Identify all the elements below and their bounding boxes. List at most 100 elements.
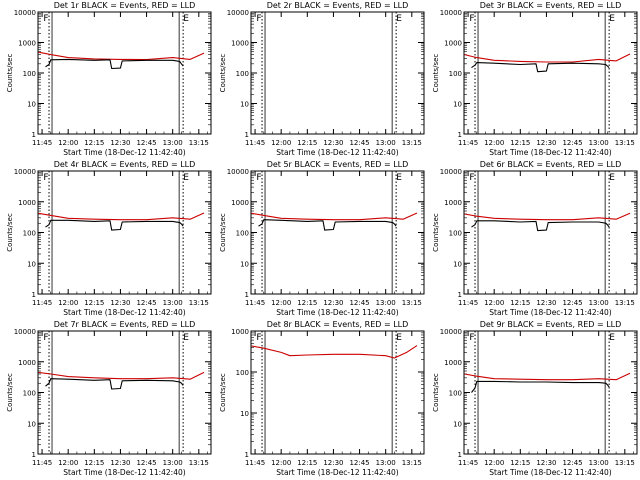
lld-series-line xyxy=(464,53,631,63)
x-tick-label: 13:00 xyxy=(163,459,183,467)
panel-7: Det 7r BLACK = Events, RED = LLD 1 10 100 10… xyxy=(6,320,212,477)
x-tick-label: 12:45 xyxy=(349,299,369,307)
panel-title: Det 1r BLACK = Events, RED = LLD xyxy=(54,1,196,10)
x-tick-label: 12:30 xyxy=(323,139,343,147)
x-tick-label: 12:00 xyxy=(58,299,78,307)
x-tick-label: 13:00 xyxy=(589,139,609,147)
y-tick-label: 100 xyxy=(23,230,36,238)
panel-title: Det 3r BLACK = Events, RED = LLD xyxy=(480,1,622,10)
panel-1: Det 1r BLACK = Events, RED = LLD 1 10 100 10… xyxy=(6,1,212,157)
events-series-line xyxy=(45,219,184,231)
x-tick-label: 11:45 xyxy=(458,299,478,307)
y-tick-label: 100 xyxy=(23,70,36,78)
marker-label: E xyxy=(609,333,615,343)
x-tick-label: 12:15 xyxy=(510,299,530,307)
y-tick-label: 1 xyxy=(245,451,249,459)
x-tick-label: 12:00 xyxy=(484,299,504,307)
x-tick-label: 12:15 xyxy=(297,299,317,307)
panel-8: Det 8r BLACK = Events, RED = LLD 1 10 100 10… xyxy=(219,320,425,477)
x-axis-label: Start Time (18-Dec-12 11:42:40) xyxy=(489,308,611,317)
x-tick-label: 11:45 xyxy=(245,139,265,147)
x-tick-label: 12:30 xyxy=(323,299,343,307)
x-tick-label: 13:15 xyxy=(402,459,422,467)
panel-3: Det 3r BLACK = Events, RED = LLD 1 10 100 10… xyxy=(432,1,638,157)
marker-label: E xyxy=(183,173,189,183)
y-tick-label: 1000 xyxy=(231,40,249,48)
panel-6: Det 6r BLACK = Events, RED = LLD 1 10 100 10… xyxy=(432,160,638,317)
y-tick-label: 100 xyxy=(449,70,462,78)
x-tick-label: 12:45 xyxy=(349,139,369,147)
x-tick-label: 13:00 xyxy=(163,299,183,307)
x-tick-label: 13:15 xyxy=(189,139,209,147)
y-tick-label: 10000 xyxy=(14,9,36,17)
y-tick-label: 1 xyxy=(458,291,462,299)
y-axis-label: Counts/sec xyxy=(219,373,227,412)
y-tick-label: 1000 xyxy=(444,40,462,48)
x-tick-label: 12:15 xyxy=(297,139,317,147)
y-tick-label: 1000 xyxy=(444,199,462,207)
x-tick-label: 13:00 xyxy=(589,299,609,307)
lld-series-line xyxy=(38,51,205,61)
lld-series-line xyxy=(464,212,631,221)
x-tick-label: 11:45 xyxy=(245,459,265,467)
marker-label: F xyxy=(469,14,474,24)
lld-series-line xyxy=(38,371,205,380)
x-axis-label: Start Time (18-Dec-12 11:42:40) xyxy=(63,148,185,157)
lld-series-line xyxy=(38,212,205,221)
marker-label: E xyxy=(396,173,402,183)
y-tick-label: 10000 xyxy=(14,168,36,176)
x-tick-label: 12:00 xyxy=(58,459,78,467)
y-tick-label: 10000 xyxy=(440,9,462,17)
y-tick-label: 10 xyxy=(240,260,249,268)
x-tick-label: 12:30 xyxy=(110,299,130,307)
events-series-line xyxy=(471,380,610,393)
y-tick-label: 100 xyxy=(236,70,249,78)
x-tick-label: 13:15 xyxy=(615,299,635,307)
y-tick-label: 10000 xyxy=(440,168,462,176)
y-tick-label: 10000 xyxy=(440,328,462,336)
x-tick-label: 12:30 xyxy=(110,459,130,467)
y-tick-label: 10 xyxy=(27,260,36,268)
x-axis-label: Start Time (18-Dec-12 11:42:40) xyxy=(63,468,185,477)
events-series-line xyxy=(45,58,184,70)
x-tick-label: 13:00 xyxy=(376,299,396,307)
plot-frame xyxy=(463,330,638,455)
y-tick-label: 1000 xyxy=(231,328,249,336)
panel-4: Det 4r BLACK = Events, RED = LLD 1 10 100 10… xyxy=(6,160,212,317)
lld-series-line xyxy=(251,212,418,221)
x-tick-label: 13:15 xyxy=(189,459,209,467)
y-tick-label: 100 xyxy=(236,230,249,238)
y-tick-label: 1000 xyxy=(18,359,36,367)
y-tick-label: 100 xyxy=(236,369,249,377)
y-tick-label: 1 xyxy=(458,451,462,459)
x-tick-label: 12:15 xyxy=(510,139,530,147)
y-tick-label: 1 xyxy=(245,291,249,299)
y-tick-label: 1 xyxy=(32,291,36,299)
x-tick-label: 12:15 xyxy=(510,459,530,467)
y-tick-label: 10 xyxy=(453,420,462,428)
x-tick-label: 12:15 xyxy=(84,139,104,147)
plot-frame xyxy=(250,330,425,455)
panel-5: Det 5r BLACK = Events, RED = LLD 1 10 100 10… xyxy=(219,160,425,317)
x-tick-label: 13:00 xyxy=(376,459,396,467)
marker-label: E xyxy=(396,333,402,343)
x-tick-label: 12:30 xyxy=(323,459,343,467)
y-tick-label: 1000 xyxy=(444,359,462,367)
y-axis-label: Counts/sec xyxy=(432,54,440,93)
plot-frame xyxy=(250,11,425,135)
y-tick-label: 1 xyxy=(32,131,36,139)
x-tick-label: 11:45 xyxy=(245,299,265,307)
marker-label: F xyxy=(469,173,474,183)
marker-label: F xyxy=(469,333,474,343)
y-tick-label: 10000 xyxy=(14,328,36,336)
x-tick-label: 13:00 xyxy=(163,139,183,147)
x-axis-label: Start Time (18-Dec-12 11:42:40) xyxy=(489,468,611,477)
y-tick-label: 10 xyxy=(27,101,36,109)
y-tick-label: 100 xyxy=(23,390,36,398)
x-tick-label: 12:00 xyxy=(58,139,78,147)
x-tick-label: 12:00 xyxy=(271,299,291,307)
x-tick-label: 13:15 xyxy=(615,139,635,147)
y-tick-label: 10000 xyxy=(227,168,249,176)
x-tick-label: 12:00 xyxy=(271,459,291,467)
x-tick-label: 12:30 xyxy=(536,299,556,307)
